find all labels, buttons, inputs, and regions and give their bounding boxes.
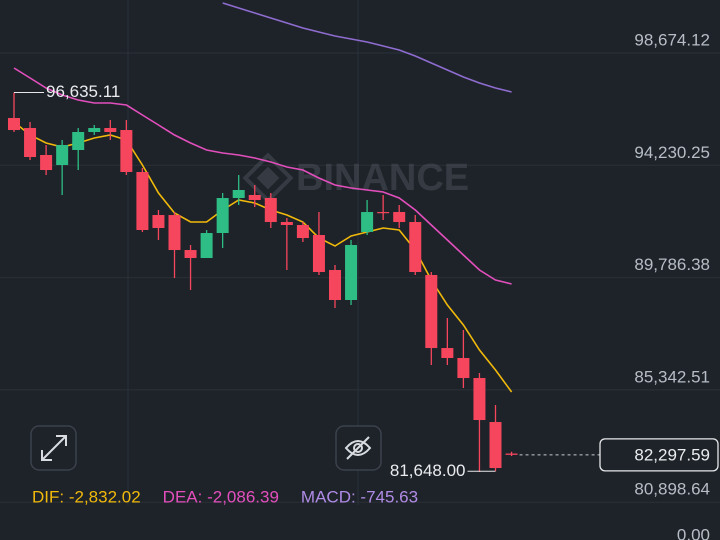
candle-body bbox=[280, 222, 293, 226]
y-tick-label: 85,342.51 bbox=[634, 367, 710, 386]
candle-body bbox=[200, 233, 213, 259]
candle-body bbox=[377, 212, 390, 214]
candle-body bbox=[409, 222, 422, 273]
plot bbox=[8, 2, 518, 473]
candle-body bbox=[248, 195, 261, 201]
candle-body bbox=[104, 128, 117, 133]
candle-body bbox=[329, 270, 341, 301]
candle-body bbox=[505, 453, 518, 455]
candle-body bbox=[152, 215, 165, 229]
candle-body bbox=[184, 250, 197, 259]
watermark-text: BINANCE bbox=[296, 157, 469, 199]
candle-body bbox=[457, 358, 470, 379]
macd-zero-label: 0.00 bbox=[677, 525, 710, 540]
candle-body bbox=[361, 212, 374, 233]
y-tick-label: 80,898.64 bbox=[634, 480, 710, 499]
annotation-label: 96,635.11 bbox=[46, 82, 120, 101]
ma-line bbox=[222, 2, 512, 93]
candle-body bbox=[393, 212, 406, 223]
grid: 98,674.12 94,230.25 89,786.38 85,342.51 80,8… bbox=[0, 30, 720, 503]
candle-body bbox=[473, 378, 486, 421]
indicator-label: DIF: -2,832.02 bbox=[32, 487, 141, 506]
candle-body bbox=[264, 198, 277, 223]
y-tick-label: 98,674.12 bbox=[634, 30, 710, 49]
candle-body bbox=[72, 132, 85, 150]
y-tick-label: 89,786.38 bbox=[634, 255, 710, 274]
ma-line bbox=[13, 121, 513, 393]
annotation-label: 81,648.00 bbox=[390, 461, 466, 480]
candle-body bbox=[120, 130, 133, 173]
y-tick-label: 94,230.25 bbox=[634, 143, 710, 162]
candle-body bbox=[8, 118, 20, 131]
hide-button[interactable] bbox=[335, 425, 382, 471]
candle-body bbox=[168, 215, 181, 251]
candle-body bbox=[88, 128, 101, 133]
overlay: 96,635.11 81,648.00 82,297.59 DIF: -2,832.0… bbox=[14, 82, 719, 540]
candle-body bbox=[56, 144, 69, 166]
candle-body bbox=[24, 128, 37, 157]
candle-body bbox=[425, 275, 438, 349]
candle-body bbox=[136, 172, 149, 231]
last-price-label: 82,297.59 bbox=[634, 445, 710, 464]
last-price-box bbox=[599, 438, 719, 472]
indicator-label: MACD: -745.63 bbox=[301, 487, 418, 506]
candle-body bbox=[216, 198, 229, 234]
candle-body bbox=[232, 190, 245, 199]
candle-body bbox=[441, 348, 454, 359]
candle-body bbox=[345, 245, 358, 301]
candle-body bbox=[40, 155, 53, 171]
candle-body bbox=[296, 225, 309, 239]
ma-line bbox=[13, 67, 512, 285]
candle-body bbox=[489, 422, 502, 469]
expand-button[interactable] bbox=[30, 425, 77, 471]
indicator-label: DEA: -2,086.39 bbox=[163, 487, 279, 506]
candle-body bbox=[312, 235, 325, 273]
